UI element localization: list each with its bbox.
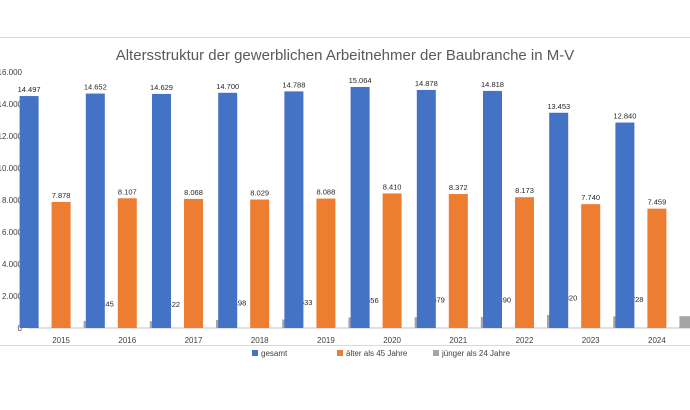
bar-älter-als-45-jahre-2019	[316, 198, 336, 328]
x-tick-label: 2019	[317, 336, 335, 345]
data-label: 656	[366, 296, 379, 305]
bar-älter-als-45-jahre-2023	[581, 204, 601, 328]
bar-gesamt-2017	[152, 93, 171, 328]
legend-entry: jünger als 24 Jahre	[441, 349, 511, 358]
bar-älter-als-45-jahre-2020	[382, 193, 402, 328]
data-label: 7.740	[581, 193, 600, 202]
data-label: 8.088	[317, 188, 336, 197]
bar-älter-als-45-jahre-2018	[250, 199, 270, 328]
bar-älter-als-45-jahre-2017	[184, 198, 203, 328]
data-label: 690	[499, 296, 512, 305]
y-tick-label: 16.000	[0, 68, 23, 77]
data-label: 15.064	[349, 76, 372, 85]
data-label: 498	[234, 299, 247, 308]
y-tick-label: 4.000	[2, 260, 23, 269]
x-tick-label: 2023	[582, 336, 600, 345]
data-label: 8.068	[184, 188, 203, 197]
bar-älter-als-45-jahre-2015	[51, 201, 71, 328]
data-label: 7.878	[52, 191, 71, 200]
legend-swatch	[433, 350, 439, 356]
data-label: 8.372	[449, 183, 468, 192]
bar-gesamt-2015	[19, 96, 39, 328]
x-tick-label: 2020	[383, 336, 401, 345]
y-tick-label: 0	[18, 324, 23, 333]
bar-älter-als-45-jahre-2024	[647, 208, 667, 328]
bar-gesamt-2023	[549, 112, 569, 328]
y-tick-label: 10.000	[0, 164, 23, 173]
legend: gesamt älter als 45 Jahre jünger als 24 Ja…	[252, 349, 511, 358]
y-tick-label: 14.000	[0, 100, 23, 109]
x-tick-label: 2017	[185, 336, 203, 345]
y-tick-label: 6.000	[2, 228, 23, 237]
data-label: 14.818	[481, 80, 504, 89]
bar-gesamt-2018	[218, 92, 238, 328]
bar-älter-als-45-jahre-2021	[448, 194, 468, 328]
x-tick-label: 2015	[52, 336, 70, 345]
data-label: 8.107	[118, 187, 137, 196]
data-label: 8.029	[250, 189, 269, 198]
data-label: 14.788	[282, 80, 305, 89]
data-label: 820	[565, 293, 578, 302]
y-tick-label: 8.000	[2, 196, 23, 205]
data-label: 13.453	[547, 102, 570, 111]
bar-gesamt-2016	[85, 93, 105, 329]
data-label: 14.497	[18, 85, 41, 94]
data-label: 12.840	[613, 112, 636, 121]
x-tick-label: 2024	[648, 336, 666, 345]
y-tick-label: 12.000	[0, 132, 23, 141]
bar-gesamt-2022	[483, 90, 502, 328]
data-label: 8.173	[515, 186, 534, 195]
legend-swatch	[252, 350, 258, 356]
data-label: 679	[432, 296, 445, 305]
bar-älter-als-45-jahre-2022	[515, 197, 534, 328]
top-border-line	[0, 37, 690, 38]
x-tick-label: 2022	[516, 336, 534, 345]
x-tick-label: 2018	[251, 336, 269, 345]
data-label: 14.878	[415, 79, 438, 88]
data-label: 8.410	[383, 182, 402, 191]
data-label: 533	[300, 298, 313, 307]
bar-gesamt-2024	[615, 122, 635, 328]
legend-swatch	[337, 350, 343, 356]
bar-jünger-als-24-jahre-2024	[679, 316, 690, 328]
chart-title: Altersstruktur der gewerblichen Arbeitne…	[116, 47, 575, 64]
bar-gesamt-2021	[416, 89, 436, 329]
x-tick-label: 2016	[118, 336, 136, 345]
legend-entry: älter als 45 Jahre	[346, 349, 408, 358]
data-label: 7.459	[648, 198, 667, 207]
data-label: 14.629	[150, 83, 173, 92]
data-label: 445	[101, 299, 114, 308]
bar-gesamt-2020	[350, 86, 370, 328]
data-label: 422	[168, 300, 181, 309]
y-tick-label: 2.000	[2, 292, 23, 301]
data-label: 14.700	[216, 82, 239, 91]
bottom-border-line	[0, 345, 690, 346]
data-label: 14.652	[84, 83, 107, 92]
x-tick-label: 2021	[449, 336, 467, 345]
bar-gesamt-2019	[284, 91, 304, 328]
data-label: 728	[631, 295, 644, 304]
bar-älter-als-45-jahre-2016	[117, 198, 137, 328]
legend-entry: gesamt	[261, 349, 288, 358]
